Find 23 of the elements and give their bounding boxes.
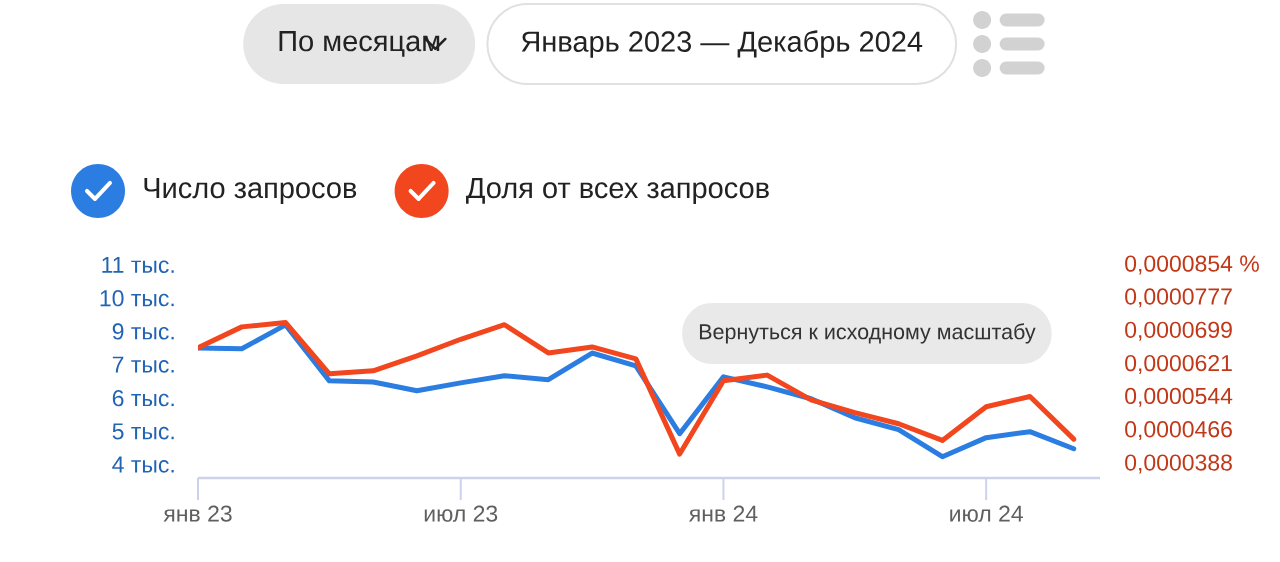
y2-tick-label: 0,0000699 [1125,321,1232,341]
y-tick-label: 11 тыс. [102,256,174,273]
annotation: Вернуться к исходному масштабу [699,323,1036,344]
legend-label: Доля от всех запросов [466,178,769,204]
y-tick-label: 6 тыс. [112,390,174,407]
y2-tick-label: 0,0000466 [1125,421,1232,441]
y2-tick-label: 0,0000777 [1125,288,1232,308]
x-tick-label: янв 23 [163,505,232,522]
x-tick-label: июл 23 [424,505,498,522]
legend-label: Число запросов [144,178,357,204]
y-tick-label: 10 тыс. [100,290,174,307]
x-tick-label: янв 24 [688,505,758,522]
x-tick-label: июл 24 [950,505,1023,522]
y-tick-label: 9 тыс. [112,323,174,340]
y2-tick-label: 0,0000388 [1125,454,1232,474]
text: Январь 2023 — Декабрь 2024 [521,30,923,58]
y-tick-label: 4 тыс. [112,456,174,473]
y2-tick-label: 0,0000621 [1125,354,1232,374]
text: По месяцам [279,31,440,57]
y2-tick-label: 0,0000544 [1125,387,1233,407]
y-tick-label: 5 тыс. [112,423,174,440]
y2-tick-label: 0,0000854 % [1125,255,1259,275]
y-tick-label: 7 тыс. [112,356,174,373]
